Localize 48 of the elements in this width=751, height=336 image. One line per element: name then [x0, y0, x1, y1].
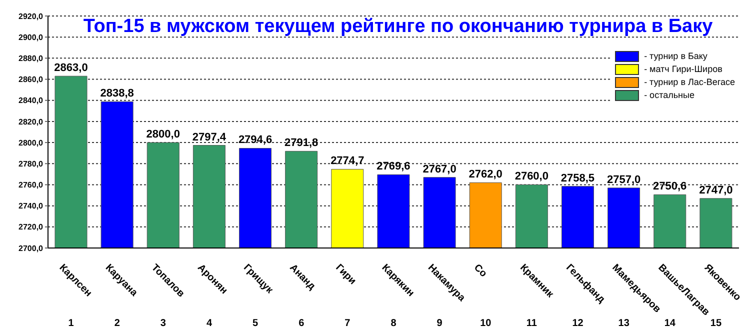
text: 1: [68, 318, 74, 329]
y-tick-label: 2840,0: [18, 96, 44, 106]
text: 13: [618, 318, 630, 329]
legend-label: - турнир в Баку: [644, 50, 708, 63]
legend-label: - турнир в Лас-Вегасе: [644, 76, 735, 89]
text: 2: [114, 318, 120, 329]
text: 10: [480, 318, 492, 329]
data-label: 2750,6: [653, 180, 687, 193]
data-label: 2797,4: [192, 131, 227, 144]
data-label: 2767,0: [422, 163, 456, 176]
data-label: 2791,8: [284, 137, 318, 150]
data-label: 2757,0: [606, 174, 641, 186]
text: 14: [664, 318, 676, 329]
y-tick-label: 2740,0: [18, 202, 44, 211]
text: 3: [160, 318, 166, 329]
legend-label: - матч Гири-Широв: [644, 63, 722, 76]
x-tick-label: Со: [472, 262, 489, 280]
text: 9: [436, 318, 443, 329]
data-label: 2769,6: [376, 160, 410, 173]
data-label: 2794,6: [238, 134, 272, 146]
text: 8: [390, 318, 397, 329]
chart-title: Топ-15 в мужском текущем рейтинге по окончанию турнира в Баку: [82, 16, 714, 38]
y-tick-label: 2760,0: [18, 180, 44, 190]
text: 12: [572, 318, 584, 329]
data-label: 2747,0: [699, 184, 733, 196]
text: 5: [252, 318, 259, 329]
data-label: 2838,8: [100, 88, 134, 100]
text: 15: [710, 318, 722, 329]
y-tick-label: 2900,0: [18, 32, 44, 42]
y-tick-label: 2820,0: [18, 117, 44, 126]
data-label: 2863,0: [54, 62, 88, 74]
data-label: 2762,0: [468, 168, 502, 181]
y-tick-label: 2780,0: [18, 159, 44, 168]
data-label: 2774,7: [330, 155, 364, 168]
y-tick-label: 2800,0: [18, 138, 44, 148]
y-tick-label: 2700,0: [18, 244, 44, 253]
data-label: 2800,0: [146, 128, 180, 141]
text: 7: [344, 318, 351, 329]
text: 6: [298, 318, 305, 329]
y-tick-label: 2860,0: [18, 75, 44, 84]
y-tick-label: 2880,0: [18, 54, 44, 64]
text: 4: [206, 318, 212, 329]
data-label: 2760,0: [514, 170, 548, 183]
y-tick-label: 2720,0: [18, 222, 44, 232]
legend-label: - остальные: [644, 89, 694, 102]
y-tick-label: 2920,0: [18, 12, 44, 21]
data-label: 2758,5: [560, 172, 595, 184]
text: 11: [526, 318, 538, 329]
